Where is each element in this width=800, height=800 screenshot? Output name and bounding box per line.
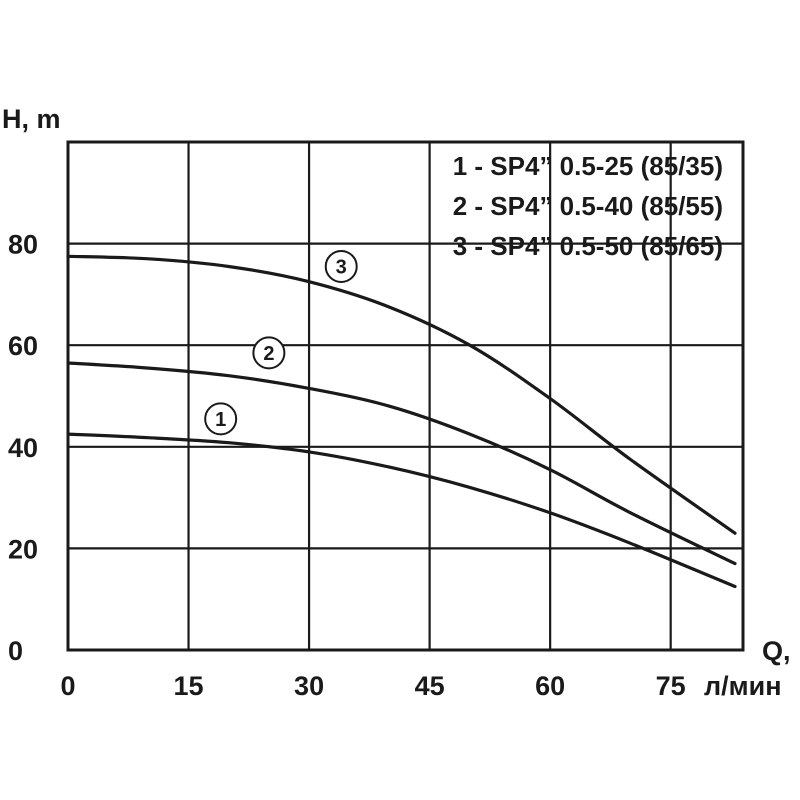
- y-tick-label: 80: [8, 230, 38, 260]
- legend-entry-1: 1 - SP4” 0.5-25 (85/35): [453, 151, 723, 181]
- legend-entry-2: 2 - SP4” 0.5-40 (85/55): [453, 191, 723, 221]
- x-tick-label: 60: [535, 671, 565, 701]
- plot-frame: [66, 140, 745, 652]
- curve-marker-label: 3: [336, 256, 347, 278]
- curve-marker-label: 2: [263, 343, 274, 365]
- y-tick-label: 40: [8, 433, 38, 463]
- curve-3: [66, 254, 737, 535]
- curves: [66, 254, 737, 589]
- x-tick-label: 0: [60, 671, 75, 701]
- x-axis-label-line1: Q,: [762, 636, 791, 666]
- y-tick-label: 0: [8, 636, 23, 666]
- curve-markers: 1 2 3: [204, 249, 358, 436]
- y-tick-label: 20: [8, 534, 38, 564]
- x-tick-labels: 0 15 30 45 60 75: [60, 671, 685, 701]
- legend: 1 - SP4” 0.5-25 (85/35) 2 - SP4” 0.5-40 …: [453, 151, 723, 261]
- x-tick-label: 30: [294, 671, 324, 701]
- curve-marker-circle: [204, 402, 238, 436]
- x-tick-label: 75: [656, 671, 686, 701]
- curve-1: [66, 432, 737, 589]
- x-tick-label: 45: [415, 671, 445, 701]
- curve-marker-circle: [324, 249, 358, 283]
- curve-2: [66, 361, 737, 566]
- grid: [68, 142, 743, 650]
- y-tick-label: 60: [8, 331, 38, 361]
- x-tick-label: 15: [174, 671, 204, 701]
- legend-entry-3: 3 - SP4” 0.5-50 (85/65): [453, 231, 723, 261]
- y-axis-label: H, m: [2, 104, 61, 134]
- curve-marker-label: 1: [215, 409, 226, 431]
- x-axis-label-line2: л/мин: [704, 671, 782, 701]
- y-tick-labels: 0 20 40 60 80: [8, 230, 38, 666]
- curve-marker-circle: [252, 336, 286, 370]
